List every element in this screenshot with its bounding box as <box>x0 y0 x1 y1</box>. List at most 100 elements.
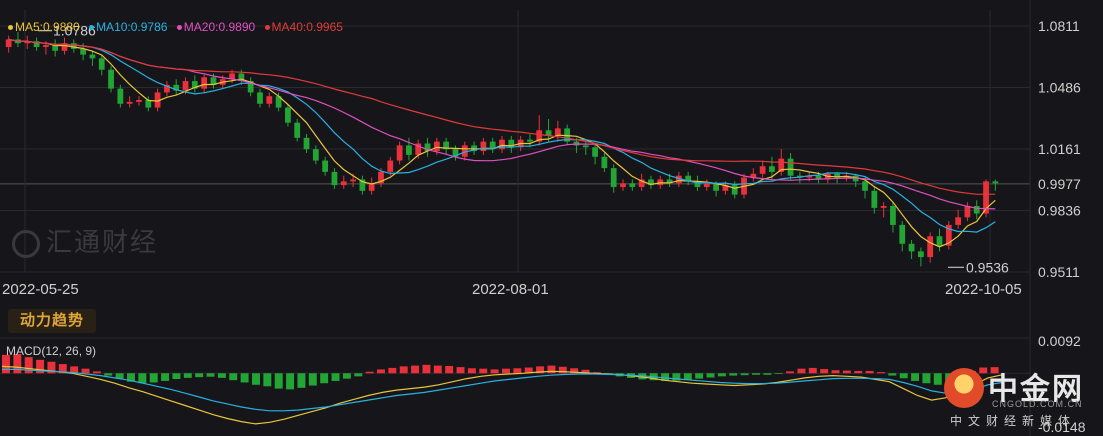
macd-bar-positive <box>92 371 101 374</box>
macd-bar-negative <box>717 373 726 377</box>
cngold-logo: 中金网 CNGOLD.COM.CN 中文财经新媒体 <box>944 362 1094 432</box>
candle-down <box>694 181 701 188</box>
macd-bar-negative <box>172 373 181 380</box>
candle-up <box>703 183 710 188</box>
date-tick-label: 2022-10-05 <box>945 281 1022 298</box>
candle-down <box>545 130 552 136</box>
macd-bar-negative <box>706 373 715 378</box>
macd-bar-negative <box>661 373 670 381</box>
macd-bar-positive <box>865 370 874 374</box>
macd-bar-negative <box>127 373 135 382</box>
macd-bar-positive <box>445 365 454 374</box>
macd-bar-positive <box>47 361 56 374</box>
macd-bar-positive <box>831 370 840 374</box>
macd-bar-negative <box>263 373 272 387</box>
price-annotations: 1.0786 0.9536 <box>38 23 1009 275</box>
legend-ma40-text: MA40:0.9965 <box>271 20 343 34</box>
macd-bar-negative <box>286 373 295 390</box>
candle-up <box>675 175 682 184</box>
candle-down <box>629 183 636 188</box>
candle-up <box>266 96 273 104</box>
candle-down <box>108 69 114 89</box>
candle-up <box>983 181 989 214</box>
candle-down <box>257 92 263 104</box>
macd-bar-positive <box>399 366 408 374</box>
candle-up <box>480 141 487 152</box>
legend-ma10: MA10:0.9786 <box>89 20 167 34</box>
macd-bar-negative <box>161 373 170 381</box>
macd-bar-negative <box>899 373 908 379</box>
watermark: 汇通财经 <box>12 222 158 259</box>
legend-ma10-text: MA10:0.9786 <box>96 20 168 34</box>
low-label: 0.9536 <box>966 259 1009 275</box>
macd-bar-negative <box>206 373 215 377</box>
macd-bar-negative <box>297 373 306 388</box>
logo-name: 中金网 <box>988 373 1084 406</box>
candle-up <box>378 171 384 184</box>
candle-down <box>406 145 412 155</box>
candle-up <box>368 183 375 191</box>
candle-down <box>191 81 198 89</box>
candle-down <box>508 139 515 148</box>
logo-domain: CNGOLD.COM.CN <box>992 399 1083 409</box>
candle-down <box>834 173 840 178</box>
candle-up <box>415 143 422 155</box>
candle-up <box>750 173 757 178</box>
macd-bar-positive <box>502 368 510 374</box>
logo-subtitle: 中文财经新媒体 <box>950 414 1077 428</box>
section-label-momentum: 动力趋势 <box>8 309 96 333</box>
macd-bar-negative <box>195 373 204 378</box>
candle-down <box>359 179 366 191</box>
macd-bar-negative <box>342 373 351 379</box>
candle-down <box>871 190 878 208</box>
macd-bar-negative <box>252 373 260 385</box>
macd-bar-negative <box>740 373 749 376</box>
macd-bar-negative <box>308 373 317 386</box>
macd-bar-positive <box>433 365 442 374</box>
candle-down <box>98 58 105 70</box>
macd-bar-positive <box>558 366 567 374</box>
price-tick-label: 0.9836 <box>1038 203 1081 219</box>
candle-down <box>527 139 533 142</box>
candle-up <box>759 166 766 174</box>
ma40-line <box>8 38 996 195</box>
macd-bar-positive <box>456 367 465 374</box>
candle-up <box>182 81 189 91</box>
candle-down <box>731 185 738 195</box>
macd-bar-positive <box>24 357 33 374</box>
candle-up <box>927 236 934 258</box>
candle-down <box>489 141 496 150</box>
macd-bar-positive <box>422 364 431 374</box>
macd-bar-negative <box>763 373 772 375</box>
candle-up <box>945 224 952 246</box>
candle-down <box>312 149 319 161</box>
price-axis: 1.0811 1.0486 1.0161 0.9977 0.9836 0.9511 <box>1038 18 1081 280</box>
date-tick-label: 2022-05-25 <box>2 281 79 298</box>
macd-bar-negative <box>240 373 249 383</box>
ma20-dot <box>176 25 182 31</box>
candle-down <box>648 179 654 186</box>
macd-title: MACD(12, 26, 9) <box>6 344 97 358</box>
ma-legend: MA5:0.9880 MA10:0.9786 MA20:0.9890 MA40:… <box>8 20 349 34</box>
candle-up <box>5 39 12 48</box>
candle-up <box>136 99 142 102</box>
candle-down <box>331 171 338 186</box>
candle-down <box>899 224 906 244</box>
candle-up <box>461 145 468 157</box>
candle-up <box>880 205 887 208</box>
candle-down <box>33 41 40 48</box>
macd-bar-positive <box>592 372 601 374</box>
macd-bar-positive <box>820 369 829 374</box>
candle-up <box>350 179 356 182</box>
candle-down <box>862 181 868 191</box>
macd-bar-positive <box>36 359 45 374</box>
macd-bar-positive <box>58 364 67 374</box>
macd-bar-negative <box>149 373 158 383</box>
legend-ma40: MA40:0.9965 <box>264 20 343 34</box>
high-label: 1.0786 <box>53 23 96 39</box>
price-tick-label: 1.0811 <box>1038 18 1080 34</box>
candle-down <box>787 158 794 176</box>
macd-bar-positive <box>2 354 10 374</box>
macd-bar-positive <box>524 367 533 374</box>
candle-up <box>620 183 626 188</box>
